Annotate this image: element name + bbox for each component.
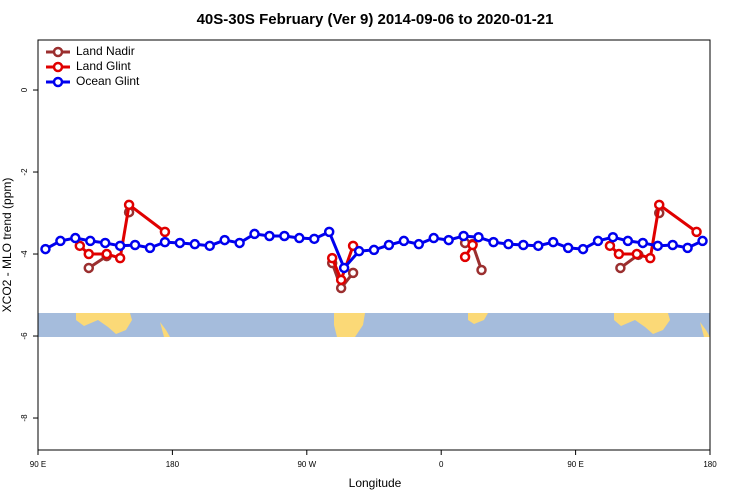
data-point bbox=[204, 240, 215, 252]
data-point bbox=[74, 240, 86, 252]
data-point bbox=[645, 252, 656, 264]
x-axis-label: Longitude bbox=[349, 476, 402, 490]
data-point bbox=[83, 262, 95, 274]
data-point bbox=[335, 282, 347, 294]
data-point bbox=[383, 239, 395, 251]
data-point bbox=[476, 264, 487, 276]
data-point bbox=[413, 238, 425, 250]
data-point bbox=[159, 226, 171, 238]
data-point bbox=[604, 240, 616, 252]
data-point bbox=[123, 199, 135, 211]
data-point bbox=[159, 236, 171, 248]
data-point bbox=[326, 252, 338, 264]
data-point bbox=[443, 234, 454, 246]
legend-marker bbox=[52, 46, 64, 58]
data-point bbox=[518, 239, 529, 251]
legend-marker bbox=[52, 76, 64, 88]
data-point bbox=[613, 248, 625, 260]
data-point bbox=[562, 242, 574, 254]
data-point bbox=[40, 243, 51, 255]
data-point bbox=[458, 230, 469, 242]
plot-frame bbox=[37, 39, 711, 451]
data-point bbox=[637, 237, 649, 249]
legend-label: Ocean Glint bbox=[76, 74, 140, 88]
data-point bbox=[467, 239, 478, 251]
y-tick-label: -8 bbox=[20, 414, 29, 422]
data-point bbox=[615, 262, 626, 274]
data-point bbox=[667, 239, 678, 251]
data-point bbox=[691, 226, 702, 238]
data-point bbox=[83, 248, 95, 260]
data-point bbox=[129, 239, 141, 251]
data-point bbox=[577, 243, 589, 255]
data-point bbox=[114, 240, 126, 252]
data-point bbox=[70, 232, 81, 244]
legend-label: Land Glint bbox=[76, 59, 131, 73]
data-point bbox=[682, 242, 693, 254]
y-tick-label: 0 bbox=[20, 87, 29, 92]
y-tick-label: -6 bbox=[20, 332, 29, 340]
data-point bbox=[85, 235, 96, 247]
y-tick-label: -4 bbox=[20, 250, 29, 258]
data-point bbox=[101, 248, 112, 260]
data-point bbox=[144, 242, 156, 254]
map-strip bbox=[38, 313, 710, 337]
data-point bbox=[653, 199, 665, 211]
legend-label: Land Nadir bbox=[76, 44, 135, 58]
data-point bbox=[323, 226, 335, 238]
ocean-band bbox=[38, 313, 710, 337]
data-point bbox=[398, 235, 410, 247]
data-point bbox=[533, 240, 544, 252]
data-point bbox=[249, 228, 260, 240]
y-axis-label: XCO2 - MLO trend (ppm) bbox=[0, 178, 14, 313]
data-point bbox=[607, 231, 619, 243]
data-point bbox=[503, 238, 514, 250]
data-point bbox=[114, 252, 126, 264]
data-point bbox=[264, 230, 275, 242]
data-point bbox=[353, 245, 365, 257]
data-point bbox=[189, 238, 201, 250]
data-point bbox=[488, 236, 499, 248]
land-shape bbox=[160, 322, 170, 337]
land-shape bbox=[468, 313, 488, 324]
x-tick-label: 90 E bbox=[30, 460, 46, 469]
y-tick-label: -2 bbox=[20, 168, 29, 176]
data-point bbox=[294, 232, 305, 244]
data-point bbox=[697, 235, 708, 247]
data-point bbox=[174, 237, 186, 249]
x-tick-label: 180 bbox=[166, 460, 180, 469]
data-point bbox=[219, 234, 230, 246]
x-tick-label: 180 bbox=[703, 460, 717, 469]
data-point bbox=[622, 235, 634, 247]
data-point bbox=[592, 235, 604, 247]
data-point bbox=[547, 236, 559, 248]
data-point bbox=[652, 240, 663, 252]
data-point bbox=[338, 262, 350, 274]
land-shape bbox=[334, 313, 365, 337]
land-shape bbox=[76, 313, 132, 334]
data-point bbox=[368, 244, 380, 256]
x-tick-label: 0 bbox=[439, 460, 444, 469]
data-point bbox=[309, 233, 320, 245]
legend-marker bbox=[52, 61, 64, 73]
data-point bbox=[335, 274, 347, 286]
data-point bbox=[631, 248, 643, 260]
data-point bbox=[55, 235, 66, 247]
data-point bbox=[99, 237, 111, 249]
chart-title: 40S-30S February (Ver 9) 2014-09-06 to 2… bbox=[197, 11, 554, 28]
data-point bbox=[428, 232, 439, 244]
land-shape bbox=[614, 313, 670, 334]
data-point bbox=[347, 267, 359, 279]
data-point bbox=[234, 237, 245, 249]
land-shape bbox=[700, 322, 710, 337]
x-tick-label: 90 W bbox=[297, 460, 316, 469]
x-tick-label: 90 E bbox=[567, 460, 583, 469]
data-point bbox=[459, 251, 471, 263]
data-point bbox=[279, 230, 290, 242]
data-point bbox=[473, 231, 484, 243]
